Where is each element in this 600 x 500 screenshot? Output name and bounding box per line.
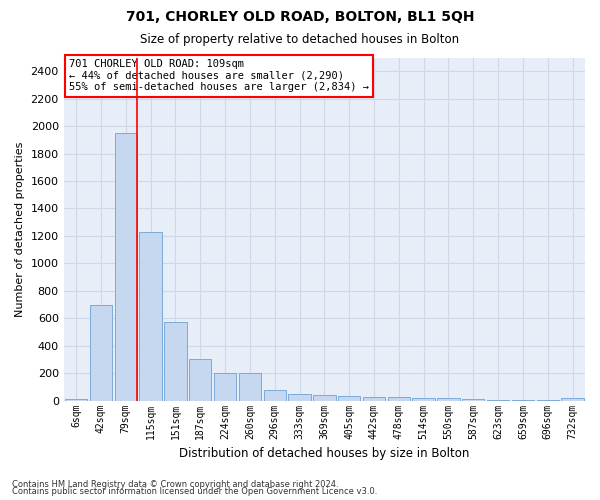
Bar <box>562 398 584 400</box>
Bar <box>289 394 311 400</box>
Bar <box>338 396 361 400</box>
Bar <box>462 398 484 400</box>
Bar <box>115 133 137 400</box>
Bar <box>263 390 286 400</box>
Text: 701, CHORLEY OLD ROAD, BOLTON, BL1 5QH: 701, CHORLEY OLD ROAD, BOLTON, BL1 5QH <box>126 10 474 24</box>
Bar <box>65 398 87 400</box>
X-axis label: Distribution of detached houses by size in Bolton: Distribution of detached houses by size … <box>179 447 470 460</box>
Bar <box>164 322 187 400</box>
Bar <box>189 359 211 401</box>
Bar <box>214 373 236 400</box>
Text: Contains public sector information licensed under the Open Government Licence v3: Contains public sector information licen… <box>12 487 377 496</box>
Bar <box>363 396 385 400</box>
Text: 701 CHORLEY OLD ROAD: 109sqm
← 44% of detached houses are smaller (2,290)
55% of: 701 CHORLEY OLD ROAD: 109sqm ← 44% of de… <box>69 59 369 92</box>
Bar <box>239 373 261 400</box>
Y-axis label: Number of detached properties: Number of detached properties <box>15 142 25 317</box>
Bar <box>412 398 435 400</box>
Bar <box>90 304 112 400</box>
Text: Contains HM Land Registry data © Crown copyright and database right 2024.: Contains HM Land Registry data © Crown c… <box>12 480 338 489</box>
Text: Size of property relative to detached houses in Bolton: Size of property relative to detached ho… <box>140 32 460 46</box>
Bar <box>139 232 162 400</box>
Bar <box>388 397 410 400</box>
Bar <box>313 396 335 400</box>
Bar <box>437 398 460 400</box>
